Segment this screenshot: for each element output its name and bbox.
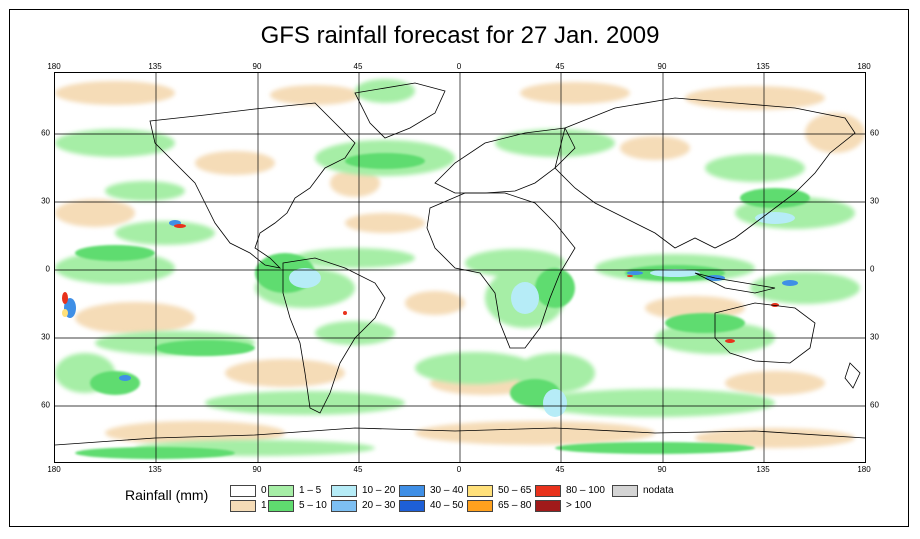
legend-label: 65 – 80 [498, 500, 532, 511]
legend-swatch [535, 485, 561, 497]
legend-label: 80 – 100 [566, 485, 605, 496]
lon-tick-bottom: 45 [555, 465, 565, 474]
lat-tick-right: 0 [870, 264, 875, 274]
antarctica-outline [55, 427, 865, 446]
lat-tick-left: 30 [41, 332, 50, 342]
lon-tick-top: 135 [756, 62, 770, 71]
lon-tick-bottom: 0 [456, 465, 462, 474]
lat-tick-left: 60 [41, 400, 50, 410]
lat-tick-left: 0 [45, 264, 50, 274]
legend-label: 30 – 40 [430, 485, 464, 496]
rain-band-1-5mm [55, 79, 860, 456]
legend-swatch [467, 485, 493, 497]
rain-band-80-100mm [62, 224, 779, 343]
lon-tick-top: 0 [456, 62, 462, 71]
legend-swatch [399, 500, 425, 512]
lon-tick-bottom: 135 [756, 465, 770, 474]
legend-label: 0 [261, 485, 267, 496]
lon-tick-top: 90 [252, 62, 262, 71]
lat-tick-right: 60 [870, 128, 879, 138]
lon-tick-top: 180 [47, 62, 61, 71]
legend-swatch [612, 485, 638, 497]
legend-swatch [230, 500, 256, 512]
legend-label: 1 – 5 [299, 485, 322, 496]
lat-tick-right: 30 [870, 332, 879, 342]
rainfall-map-svg [55, 73, 865, 462]
legend-label: > 100 [566, 500, 592, 511]
legend-label: 5 – 10 [299, 500, 327, 511]
legend-label: 20 – 30 [362, 500, 396, 511]
lon-tick-bottom: 90 [657, 465, 667, 474]
lon-tick-bottom: 180 [857, 465, 871, 474]
map-title: GFS rainfall forecast for 27 Jan. 2009 [260, 22, 660, 49]
lon-tick-top: 90 [657, 62, 667, 71]
lon-tick-bottom: 45 [353, 465, 363, 474]
lat-tick-right: 60 [870, 400, 879, 410]
legend-label: 1 [261, 500, 267, 511]
lon-tick-bottom: 135 [148, 465, 162, 474]
graticule [55, 73, 865, 462]
legend-swatch [467, 500, 493, 512]
lon-tick-top: 45 [555, 62, 565, 71]
figure-frame [9, 9, 909, 527]
legend-swatch [331, 500, 357, 512]
rain-band-50-65mm [62, 309, 68, 317]
australia-outline [714, 302, 816, 364]
lat-tick-left: 60 [41, 128, 50, 138]
lon-tick-top: 180 [857, 62, 871, 71]
south-america-outline [282, 257, 386, 414]
lat-tick-left: 30 [41, 196, 50, 206]
lon-tick-bottom: 180 [47, 465, 61, 474]
legend-label: nodata [643, 485, 674, 496]
lon-tick-top: 45 [353, 62, 363, 71]
legend-swatch [230, 485, 256, 497]
legend-title: Rainfall (mm) [125, 487, 209, 503]
new-zealand-outline [844, 362, 861, 389]
lat-tick-right: 30 [870, 196, 879, 206]
north-america-outline [149, 102, 356, 269]
legend-swatch [399, 485, 425, 497]
legend-swatch [535, 500, 561, 512]
asia-outline [554, 97, 856, 249]
continent-outlines [55, 82, 865, 446]
legend-swatch [268, 500, 294, 512]
legend-label: 10 – 20 [362, 485, 396, 496]
rainfall-map [54, 72, 866, 463]
legend-label: 40 – 50 [430, 500, 464, 511]
indonesia-outline [694, 272, 776, 294]
lon-tick-bottom: 90 [252, 465, 262, 474]
lon-tick-top: 135 [148, 62, 162, 71]
legend-swatch [331, 485, 357, 497]
greenland-outline [354, 82, 446, 139]
legend-swatch [268, 485, 294, 497]
legend-label: 50 – 65 [498, 485, 532, 496]
